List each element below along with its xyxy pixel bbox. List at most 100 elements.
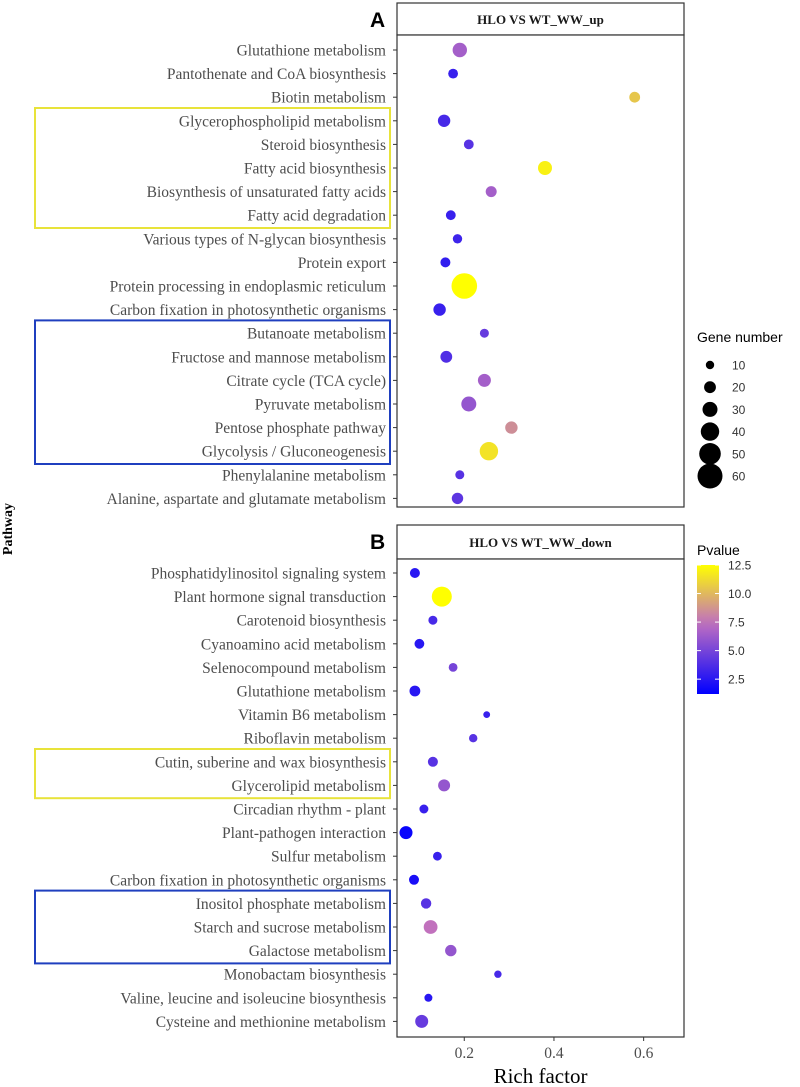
data-point <box>445 210 456 221</box>
data-point <box>451 273 478 299</box>
pathway-label: Glutathione metabolism <box>237 684 386 701</box>
color-legend-label: 10.0 <box>728 587 752 601</box>
pathway-label: Protein processing in endoplasmic reticu… <box>110 279 386 296</box>
pathway-label: Citrate cycle (TCA cycle) <box>226 373 386 390</box>
plot-panel-1 <box>396 558 685 1038</box>
size-legend-key <box>700 422 720 441</box>
pathway-label: Glycolysis / Gluconeogenesis <box>202 444 386 461</box>
pathway-label: Pyruvate metabolism <box>255 397 386 414</box>
color-legend-label: 2.5 <box>728 673 745 687</box>
data-point <box>463 139 474 150</box>
pathway-label: Biotin metabolism <box>271 90 386 107</box>
data-point <box>440 257 451 268</box>
data-point <box>505 421 518 434</box>
data-point <box>423 920 438 934</box>
pathway-label: Valine, leucine and isoleucine biosynthe… <box>120 990 386 1007</box>
size-legend-label: 30 <box>732 403 746 417</box>
data-point <box>433 303 446 316</box>
size-legend-label: 20 <box>732 381 746 395</box>
x-tick-label: 0.2 <box>455 1045 474 1062</box>
plot-panel-0 <box>396 34 685 508</box>
pathway-label: Fructose and mannose metabolism <box>171 349 386 366</box>
data-point <box>414 638 425 649</box>
size-legend-title: Gene number <box>697 329 783 345</box>
data-point <box>461 396 477 412</box>
data-point <box>448 68 458 79</box>
pathway-label: Biosynthesis of unsaturated fatty acids <box>147 184 386 201</box>
data-point <box>409 874 419 885</box>
pathway-label: Starch and sucrose metabolism <box>194 920 386 937</box>
pathway-label: Galactose metabolism <box>249 943 386 960</box>
pathway-label: Carbon fixation in photosynthetic organi… <box>110 302 386 319</box>
data-point <box>485 186 497 198</box>
pathway-label: Vitamin B6 metabolism <box>238 707 386 724</box>
facet-strip-1 <box>396 524 685 560</box>
data-point <box>427 756 438 767</box>
data-point <box>494 970 502 978</box>
data-point <box>448 663 458 672</box>
pathway-label: Protein export <box>298 255 387 272</box>
pathway-label: Alanine, aspartate and glutamate metabol… <box>107 491 386 508</box>
facet-title-0: HLO VS WT_WW_up <box>477 12 604 27</box>
data-point <box>479 442 499 461</box>
highlight-box-1-1 <box>34 889 391 965</box>
pathway-label: Glycerolipid metabolism <box>231 778 386 795</box>
data-point <box>431 586 452 607</box>
size-legend-key <box>704 381 716 394</box>
data-point <box>469 734 478 743</box>
data-point <box>479 328 489 338</box>
pathway-label: Carbon fixation in photosynthetic organi… <box>110 872 386 889</box>
pathway-label: Carotenoid biosynthesis <box>237 613 386 630</box>
pathway-label: Circadian rhythm - plant <box>233 802 386 819</box>
data-point <box>538 161 552 175</box>
size-legend-key <box>699 443 721 465</box>
data-point <box>420 898 432 909</box>
data-point <box>419 804 429 814</box>
x-tick-label: 0.6 <box>634 1045 654 1062</box>
pathway-label: Fatty acid degradation <box>247 208 386 225</box>
data-point <box>409 568 420 578</box>
pathway-label: Pantothenate and CoA biosynthesis <box>167 66 386 83</box>
data-point <box>437 114 451 128</box>
data-point <box>629 91 641 103</box>
highlight-box-0-0 <box>34 107 391 229</box>
pathway-label: Cysteine and methionine metabolism <box>156 1014 386 1031</box>
pathway-label: Various types of N-glycan biosynthesis <box>143 231 386 248</box>
pathway-label: Butanoate metabolism <box>247 326 386 343</box>
data-point <box>440 350 453 363</box>
data-point <box>451 492 464 505</box>
pathway-label: Phenylalanine metabolism <box>222 467 386 484</box>
pathway-label: Sulfur metabolism <box>271 849 386 866</box>
data-point <box>415 1014 429 1028</box>
x-tick-label: 0.4 <box>544 1045 564 1062</box>
pathway-label: Plant-pathogen interaction <box>222 825 386 842</box>
pathway-label: Glutathione metabolism <box>237 43 386 60</box>
pathway-label: Plant hormone signal transduction <box>174 589 386 606</box>
data-point <box>455 470 465 480</box>
data-point <box>452 234 463 244</box>
facet-strip-0 <box>396 2 685 36</box>
pathway-label: Fatty acid biosynthesis <box>244 161 386 178</box>
facet-title-1: HLO VS WT_WW_down <box>469 535 612 550</box>
pathway-label: Riboflavin metabolism <box>244 731 387 748</box>
pathway-label: Inositol phosphate metabolism <box>196 896 386 913</box>
pathway-label: Monobactam biosynthesis <box>224 967 386 984</box>
pathway-label: Selenocompound metabolism <box>202 660 386 677</box>
data-point <box>445 944 457 957</box>
data-point <box>438 779 451 792</box>
pathway-label: Cutin, suberine and wax biosynthesis <box>155 754 386 771</box>
color-legend-label: 7.5 <box>728 616 745 630</box>
size-legend-label: 10 <box>732 359 746 373</box>
size-legend-label: 40 <box>732 425 746 439</box>
size-legend-label: 60 <box>732 470 746 484</box>
pathway-label: Pentose phosphate pathway <box>215 420 387 437</box>
data-point <box>477 373 491 387</box>
size-legend-key <box>705 360 715 370</box>
size-legend-key <box>702 401 718 417</box>
panel-letter-b: B <box>370 531 385 554</box>
x-axis-title: Rich factor <box>494 1064 588 1087</box>
y-axis-title: Pathway <box>1 503 16 555</box>
color-bar <box>697 565 719 694</box>
color-legend-label: 5.0 <box>728 644 745 658</box>
